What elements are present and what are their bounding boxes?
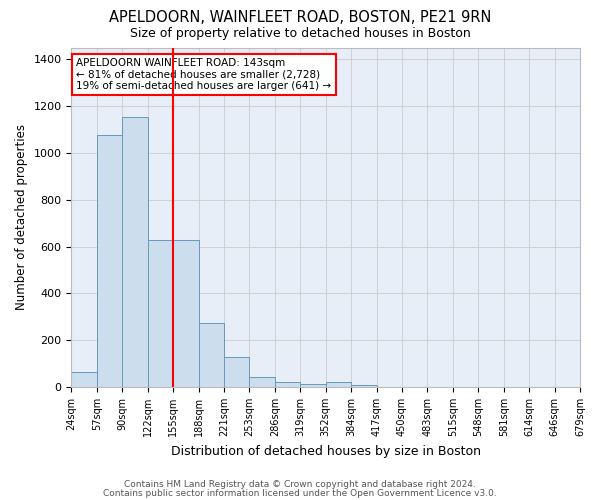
Bar	[199, 322, 224, 387]
Bar	[148, 240, 173, 387]
Bar	[250, 376, 275, 387]
Text: Size of property relative to detached houses in Boston: Size of property relative to detached ho…	[130, 28, 470, 40]
Bar	[122, 116, 148, 387]
Bar	[275, 382, 300, 387]
Bar	[326, 382, 351, 387]
Bar	[224, 356, 250, 387]
Bar	[71, 372, 97, 387]
Y-axis label: Number of detached properties: Number of detached properties	[15, 124, 28, 310]
Bar	[97, 136, 122, 387]
Bar	[300, 384, 326, 387]
Bar	[351, 384, 377, 387]
Text: APELDOORN, WAINFLEET ROAD, BOSTON, PE21 9RN: APELDOORN, WAINFLEET ROAD, BOSTON, PE21 …	[109, 10, 491, 25]
Bar	[173, 240, 199, 387]
X-axis label: Distribution of detached houses by size in Boston: Distribution of detached houses by size …	[171, 444, 481, 458]
Text: Contains public sector information licensed under the Open Government Licence v3: Contains public sector information licen…	[103, 488, 497, 498]
Text: Contains HM Land Registry data © Crown copyright and database right 2024.: Contains HM Land Registry data © Crown c…	[124, 480, 476, 489]
Text: APELDOORN WAINFLEET ROAD: 143sqm
← 81% of detached houses are smaller (2,728)
19: APELDOORN WAINFLEET ROAD: 143sqm ← 81% o…	[76, 58, 332, 91]
